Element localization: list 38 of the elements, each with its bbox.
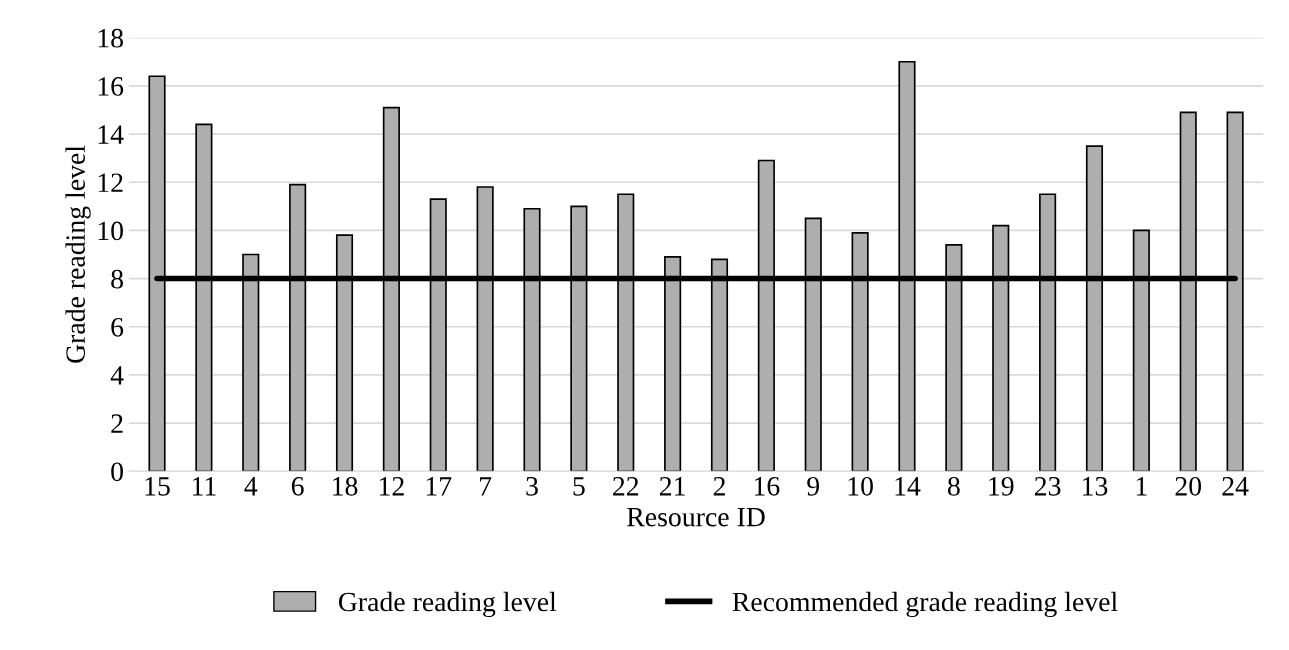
x-tick-label: 23 [1034, 476, 1061, 496]
x-tick-label: 1 [1136, 477, 1147, 496]
x-tick-label: 10 [848, 476, 873, 496]
y-tick-label: 18 [98, 28, 123, 48]
x-tick-label: 17 [426, 477, 452, 496]
x-tick-label: 7 [480, 477, 492, 496]
x-tick-label: 12 [379, 476, 404, 496]
x-tick-label: 18 [333, 476, 358, 496]
x-tick-label: 24 [1222, 476, 1249, 496]
x-tick-label: 22 [613, 476, 639, 496]
x-tick-label: 8 [947, 476, 960, 496]
y-tick-label: 10 [98, 221, 123, 241]
x-tick-label: 14 [895, 477, 921, 496]
y-tick-label: 8 [111, 269, 123, 289]
x-tick-label: 13 [1083, 476, 1108, 496]
x-tick-label: 4 [244, 477, 258, 496]
y-tick-label: 16 [98, 77, 124, 96]
x-tick-label: 9 [807, 476, 820, 496]
x-tick-label: 5 [573, 477, 585, 496]
y-tick-label: 14 [98, 125, 124, 144]
legend-label: Grade reading level [338, 591, 557, 618]
x-axis-title: Resource ID [627, 507, 765, 527]
x-tick-label: 3 [526, 476, 538, 496]
y-tick-label: 4 [110, 366, 124, 385]
x-tick-label: 19 [989, 476, 1014, 496]
legend-label: Recommended grade reading level [732, 591, 1118, 618]
y-tick-label: 0 [111, 462, 123, 482]
y-tick-label: 6 [111, 317, 124, 337]
y-tick-label: 2 [111, 414, 123, 433]
x-tick-label: 16 [754, 476, 780, 496]
x-tick-label: 6 [291, 476, 304, 496]
x-tick-label: 2 [713, 476, 725, 496]
y-tick-label: 12 [98, 173, 123, 192]
x-tick-label: 11 [192, 477, 216, 496]
y-axis-title: Grade reading level [65, 145, 91, 363]
x-tick-label: 20 [1175, 476, 1202, 496]
x-tick-label: 21 [659, 476, 685, 496]
x-tick-label: 15 [145, 477, 170, 496]
